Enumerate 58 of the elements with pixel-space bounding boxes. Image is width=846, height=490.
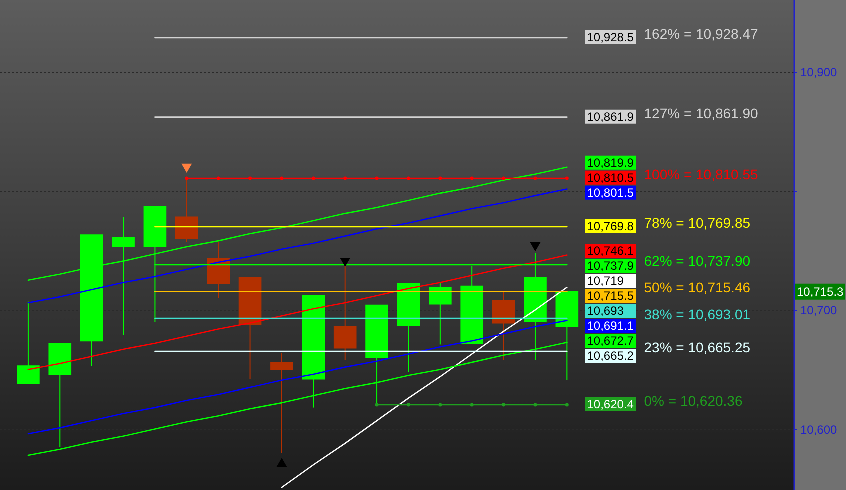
data-label: 10,801.5 bbox=[587, 186, 634, 200]
data-label: 10,693 bbox=[587, 304, 624, 318]
data-label: 10,691.1 bbox=[587, 319, 634, 334]
candlestick bbox=[492, 290, 516, 361]
data-label: 10,665.2 bbox=[587, 349, 634, 364]
data-label: 10,810.5 bbox=[587, 170, 634, 185]
point bbox=[344, 176, 348, 180]
point bbox=[340, 258, 351, 268]
candlestick bbox=[270, 352, 294, 454]
point bbox=[248, 176, 252, 180]
point bbox=[375, 403, 379, 407]
legend-label: 162% = 10,928.47 bbox=[644, 26, 759, 42]
data-label: 10,861.9 bbox=[587, 110, 634, 124]
point bbox=[565, 403, 569, 407]
point bbox=[216, 176, 220, 180]
legend-label: 50% = 10,715.46 bbox=[644, 280, 751, 296]
legend-label: 0% = 10,620.36 bbox=[644, 393, 743, 410]
legend-label: 78% = 10,769.85 bbox=[644, 214, 751, 231]
point bbox=[182, 164, 192, 173]
point bbox=[502, 176, 506, 180]
point bbox=[406, 176, 410, 180]
y-tick-label: 10,600 bbox=[800, 422, 838, 437]
point bbox=[565, 176, 569, 180]
data-label: 10,715.5 bbox=[587, 289, 634, 304]
point bbox=[438, 403, 442, 407]
candlestick bbox=[429, 282, 452, 346]
data-label: 10,620.4 bbox=[587, 398, 634, 412]
point bbox=[470, 176, 474, 180]
point bbox=[534, 403, 538, 407]
y-tick-label: 10,900 bbox=[800, 65, 838, 80]
data-label: 10,719 bbox=[587, 274, 624, 288]
point bbox=[276, 458, 288, 468]
line-series bbox=[28, 188, 568, 304]
y-tick-label: 10,700 bbox=[800, 304, 838, 318]
point bbox=[530, 242, 541, 252]
legend-label: 100% = 10,810.55 bbox=[644, 166, 759, 182]
legend-label: 62% = 10,737.90 bbox=[644, 253, 751, 270]
point bbox=[375, 176, 379, 180]
candlestick bbox=[17, 301, 40, 384]
text: 10,715.3 bbox=[797, 284, 844, 299]
point bbox=[406, 403, 410, 407]
legend-label: 23% = 10,665.25 bbox=[644, 340, 751, 356]
point bbox=[438, 176, 442, 180]
data-label: 10,928.5 bbox=[587, 30, 634, 45]
legend-label: 38% = 10,693.01 bbox=[644, 306, 751, 322]
data-label: 10,819.9 bbox=[587, 156, 634, 170]
point bbox=[502, 403, 506, 407]
data-label: 10,769.8 bbox=[587, 219, 634, 234]
line-series bbox=[281, 286, 568, 488]
point bbox=[280, 176, 284, 180]
data-label: 10,672.7 bbox=[587, 334, 634, 348]
data-label: 10,737.9 bbox=[587, 259, 634, 274]
data-label: 10,746.1 bbox=[587, 244, 634, 258]
legend-label: 127% = 10,861.90 bbox=[644, 105, 759, 122]
point bbox=[312, 176, 316, 180]
point bbox=[470, 403, 474, 407]
point bbox=[534, 176, 538, 180]
point bbox=[185, 176, 189, 180]
